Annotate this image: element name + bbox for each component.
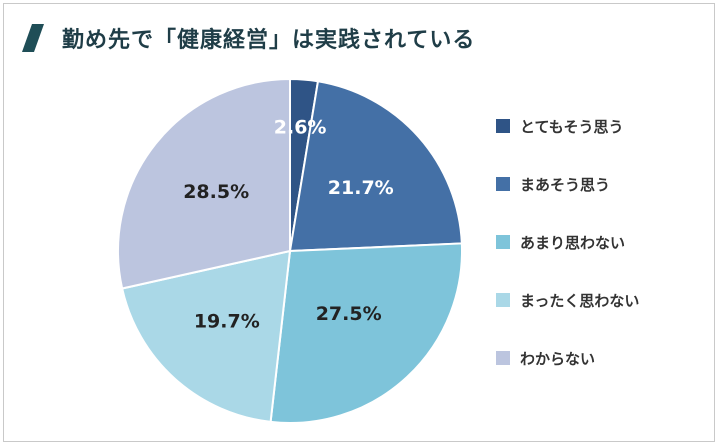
- slash-mark-icon: [22, 24, 44, 52]
- legend-label: とてもそう思う: [520, 117, 624, 136]
- title-row: 勤め先で「健康経営」は実践されている: [20, 22, 475, 54]
- pie-slices: [117, 77, 463, 424]
- legend-label: わからない: [520, 349, 596, 368]
- chart-title: 勤め先で「健康経営」は実践されている: [62, 28, 476, 53]
- legend-swatch: [496, 119, 510, 133]
- slice-data-label: 28.5%: [183, 181, 249, 203]
- pie-slice: [117, 77, 291, 290]
- slice-data-label: 21.7%: [328, 177, 394, 199]
- legend-swatch: [496, 235, 510, 249]
- legend-swatch: [496, 293, 510, 307]
- legend-label: まあそう思う: [520, 175, 611, 194]
- slice-data-label: 27.5%: [316, 303, 382, 325]
- pie-slice: [288, 80, 463, 253]
- legend-label: あまり思わない: [520, 233, 626, 252]
- legend-item: わからない: [496, 348, 639, 368]
- legend: とてもそう思う まあそう思う あまり思わない まったく思わない わからない: [496, 116, 639, 406]
- slice-data-label: 2.6%: [274, 117, 327, 139]
- legend-swatch: [496, 351, 510, 365]
- legend-item: まあそう思う: [496, 174, 639, 194]
- pie-slice: [269, 242, 463, 424]
- legend-item: まったく思わない: [496, 290, 639, 310]
- pie-labels: 2.6% 21.7% 27.5% 19.7% 28.5%: [183, 117, 394, 333]
- pie-slice: [120, 249, 292, 424]
- legend-item: とてもそう思う: [496, 116, 639, 136]
- legend-label: まったく思わない: [520, 291, 640, 310]
- legend-item: あまり思わない: [496, 232, 639, 252]
- legend-swatch: [496, 177, 510, 191]
- slice-data-label: 19.7%: [194, 310, 260, 332]
